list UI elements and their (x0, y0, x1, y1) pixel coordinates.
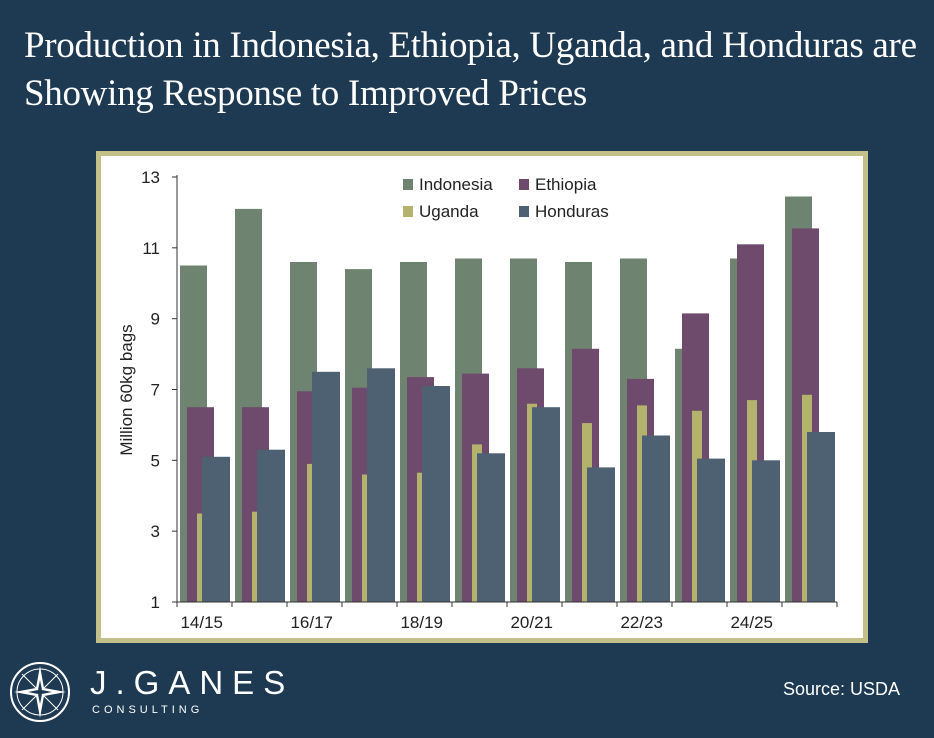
y-tick-label-13: 13 (141, 168, 160, 187)
company-logo: J.GANES CONSULTING (8, 658, 308, 728)
bar-honduras-14/15 (202, 456, 230, 602)
bar-honduras-20/21 (532, 407, 560, 602)
bar-honduras-19/20 (477, 453, 505, 603)
x-tick-label-24-25: 24/25 (730, 613, 773, 632)
legend-swatch-honduras (519, 206, 529, 217)
bar-honduras-16/17 (312, 371, 340, 602)
legend-label-indonesia: Indonesia (419, 175, 493, 194)
bar-honduras-23/24 (697, 458, 725, 602)
x-tick-label-16-17: 16/17 (290, 613, 333, 632)
logo-subtitle: CONSULTING (92, 704, 204, 716)
y-tick-label-9: 9 (151, 310, 160, 329)
legend-label-uganda: Uganda (419, 202, 479, 221)
legend-swatch-uganda (403, 206, 413, 217)
bar-honduras-25/26 (807, 432, 835, 602)
x-tick-label-14-15: 14/15 (180, 613, 223, 632)
x-tick-label-18-19: 18/19 (400, 613, 443, 632)
compass-logo-icon (10, 662, 70, 722)
bar-honduras-15/16 (257, 449, 285, 602)
y-tick-label-1: 1 (151, 593, 160, 612)
page-title: Production in Indonesia, Ethiopia, Ugand… (24, 25, 917, 114)
bar-honduras-24/25 (752, 460, 780, 602)
legend-swatch-ethiopia (519, 179, 529, 190)
y-tick-label-5: 5 (151, 451, 160, 470)
y-tick-label-3: 3 (151, 522, 160, 541)
bar-honduras-22/23 (642, 435, 670, 602)
chart-panel: 1 3 5 7 9 11 13 14/15 16/17 18/19 20/21 22/23 24/25 M… (96, 151, 868, 643)
y-axis-title: Million 60kg bags (117, 324, 136, 455)
source-note: Source: USDA (782, 679, 900, 699)
legend-label-honduras: Honduras (535, 202, 609, 221)
y-tick-label-11: 11 (142, 239, 160, 258)
bar-honduras-17/18 (367, 368, 395, 602)
x-tick-label-22-23: 22/23 (620, 613, 663, 632)
bar-honduras-18/19 (422, 386, 450, 602)
logo-name: J.GANES (90, 664, 295, 701)
bar-honduras-21/22 (587, 467, 615, 602)
legend-swatch-indonesia (403, 179, 413, 190)
legend-label-ethiopia: Ethiopia (535, 175, 597, 194)
y-tick-label-7: 7 (151, 381, 160, 400)
x-tick-label-20-21: 20/21 (510, 613, 553, 632)
